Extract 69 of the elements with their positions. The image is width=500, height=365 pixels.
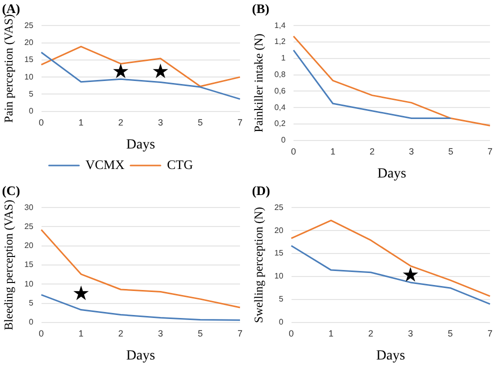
y-tick-label: 15 bbox=[274, 248, 284, 258]
x-tick-label: 1 bbox=[78, 328, 84, 338]
y-tick-label: 0,2 bbox=[274, 119, 286, 128]
y-tick-label: 0 bbox=[28, 106, 34, 116]
y-tick-label: 0 bbox=[28, 318, 34, 327]
annotation: ★ bbox=[72, 281, 90, 306]
x-tick-label: 2 bbox=[368, 328, 374, 338]
x-tick-label: 0 bbox=[291, 146, 296, 156]
x-tick-label: 1 bbox=[330, 146, 336, 156]
y-tick-label: 5 bbox=[28, 89, 34, 98]
annotation: ★ bbox=[112, 58, 130, 83]
y-tick-label: 5 bbox=[278, 294, 284, 304]
y-tick-label: 10 bbox=[24, 72, 34, 82]
y-axis-title: Swelling perception (N) bbox=[251, 207, 266, 323]
x-tick-label: 3 bbox=[408, 146, 414, 156]
y-tick-label: 15 bbox=[24, 55, 34, 64]
y-tick-label: 20 bbox=[274, 226, 284, 235]
x-tick-label: 3 bbox=[158, 117, 164, 128]
y-tick-label: 0 bbox=[278, 318, 284, 327]
legend-label: VCMX bbox=[85, 156, 126, 172]
x-tick-label: 7 bbox=[487, 146, 493, 156]
y-tick-label: 25 bbox=[24, 20, 34, 30]
chart-title: (D) bbox=[252, 183, 270, 198]
x-tick-label: 1 bbox=[78, 117, 84, 128]
chart-title: (A) bbox=[2, 1, 20, 16]
x-axis-title: Days bbox=[377, 166, 406, 182]
y-tick-label: 1,4 bbox=[274, 20, 286, 30]
x-axis-title: Days bbox=[126, 137, 156, 152]
y-tick-label: 0,6 bbox=[274, 86, 286, 96]
y-tick-label: 25 bbox=[24, 222, 34, 231]
x-tick-label: 7 bbox=[237, 117, 243, 128]
y-tick-label: 20 bbox=[24, 38, 34, 47]
chart-title: (B) bbox=[252, 1, 270, 16]
legend-label: CTG bbox=[167, 156, 194, 172]
y-tick-label: 0,8 bbox=[274, 70, 286, 80]
x-tick-label: 0 bbox=[288, 328, 294, 338]
x-tick-label: 0 bbox=[38, 328, 44, 338]
x-tick-label: 5 bbox=[198, 117, 203, 128]
y-tick-label: 10 bbox=[274, 272, 284, 281]
x-tick-label: 7 bbox=[487, 328, 493, 338]
y-tick-label: 20 bbox=[24, 241, 34, 250]
y-tick-label: 0,4 bbox=[274, 102, 286, 112]
x-tick-label: 2 bbox=[118, 328, 124, 338]
y-tick-label: 1,2 bbox=[274, 37, 286, 46]
x-axis-title: Days bbox=[376, 348, 406, 364]
y-axis-title: Bleeding perception (VAS) bbox=[1, 200, 16, 330]
x-tick-label: 3 bbox=[408, 328, 414, 338]
y-tick-label: 0 bbox=[281, 136, 286, 145]
x-tick-label: 5 bbox=[448, 328, 453, 338]
y-tick-label: 1 bbox=[281, 54, 286, 63]
y-tick-label: 15 bbox=[24, 260, 34, 270]
x-tick-label: 2 bbox=[370, 146, 375, 156]
x-tick-label: 7 bbox=[237, 328, 243, 338]
x-tick-label: 1 bbox=[328, 328, 334, 338]
y-tick-label: 10 bbox=[24, 279, 34, 288]
y-tick-label: 5 bbox=[28, 298, 34, 308]
annotation: ★ bbox=[402, 262, 420, 287]
y-axis-title: Painkiller intake (N) bbox=[251, 34, 266, 132]
chart-title: (C) bbox=[2, 183, 20, 198]
x-tick-label: 0 bbox=[38, 117, 44, 128]
x-tick-label: 3 bbox=[158, 328, 164, 338]
x-tick-label: 5 bbox=[198, 328, 203, 338]
y-tick-label: 25 bbox=[274, 202, 284, 212]
x-tick-label: 2 bbox=[118, 117, 124, 128]
x-tick-label: 5 bbox=[448, 146, 454, 156]
x-axis-title: Days bbox=[126, 348, 156, 364]
y-axis-title: Pain perception (VAS) bbox=[1, 14, 16, 123]
annotation: ★ bbox=[152, 58, 170, 83]
y-tick-label: 30 bbox=[24, 202, 34, 212]
